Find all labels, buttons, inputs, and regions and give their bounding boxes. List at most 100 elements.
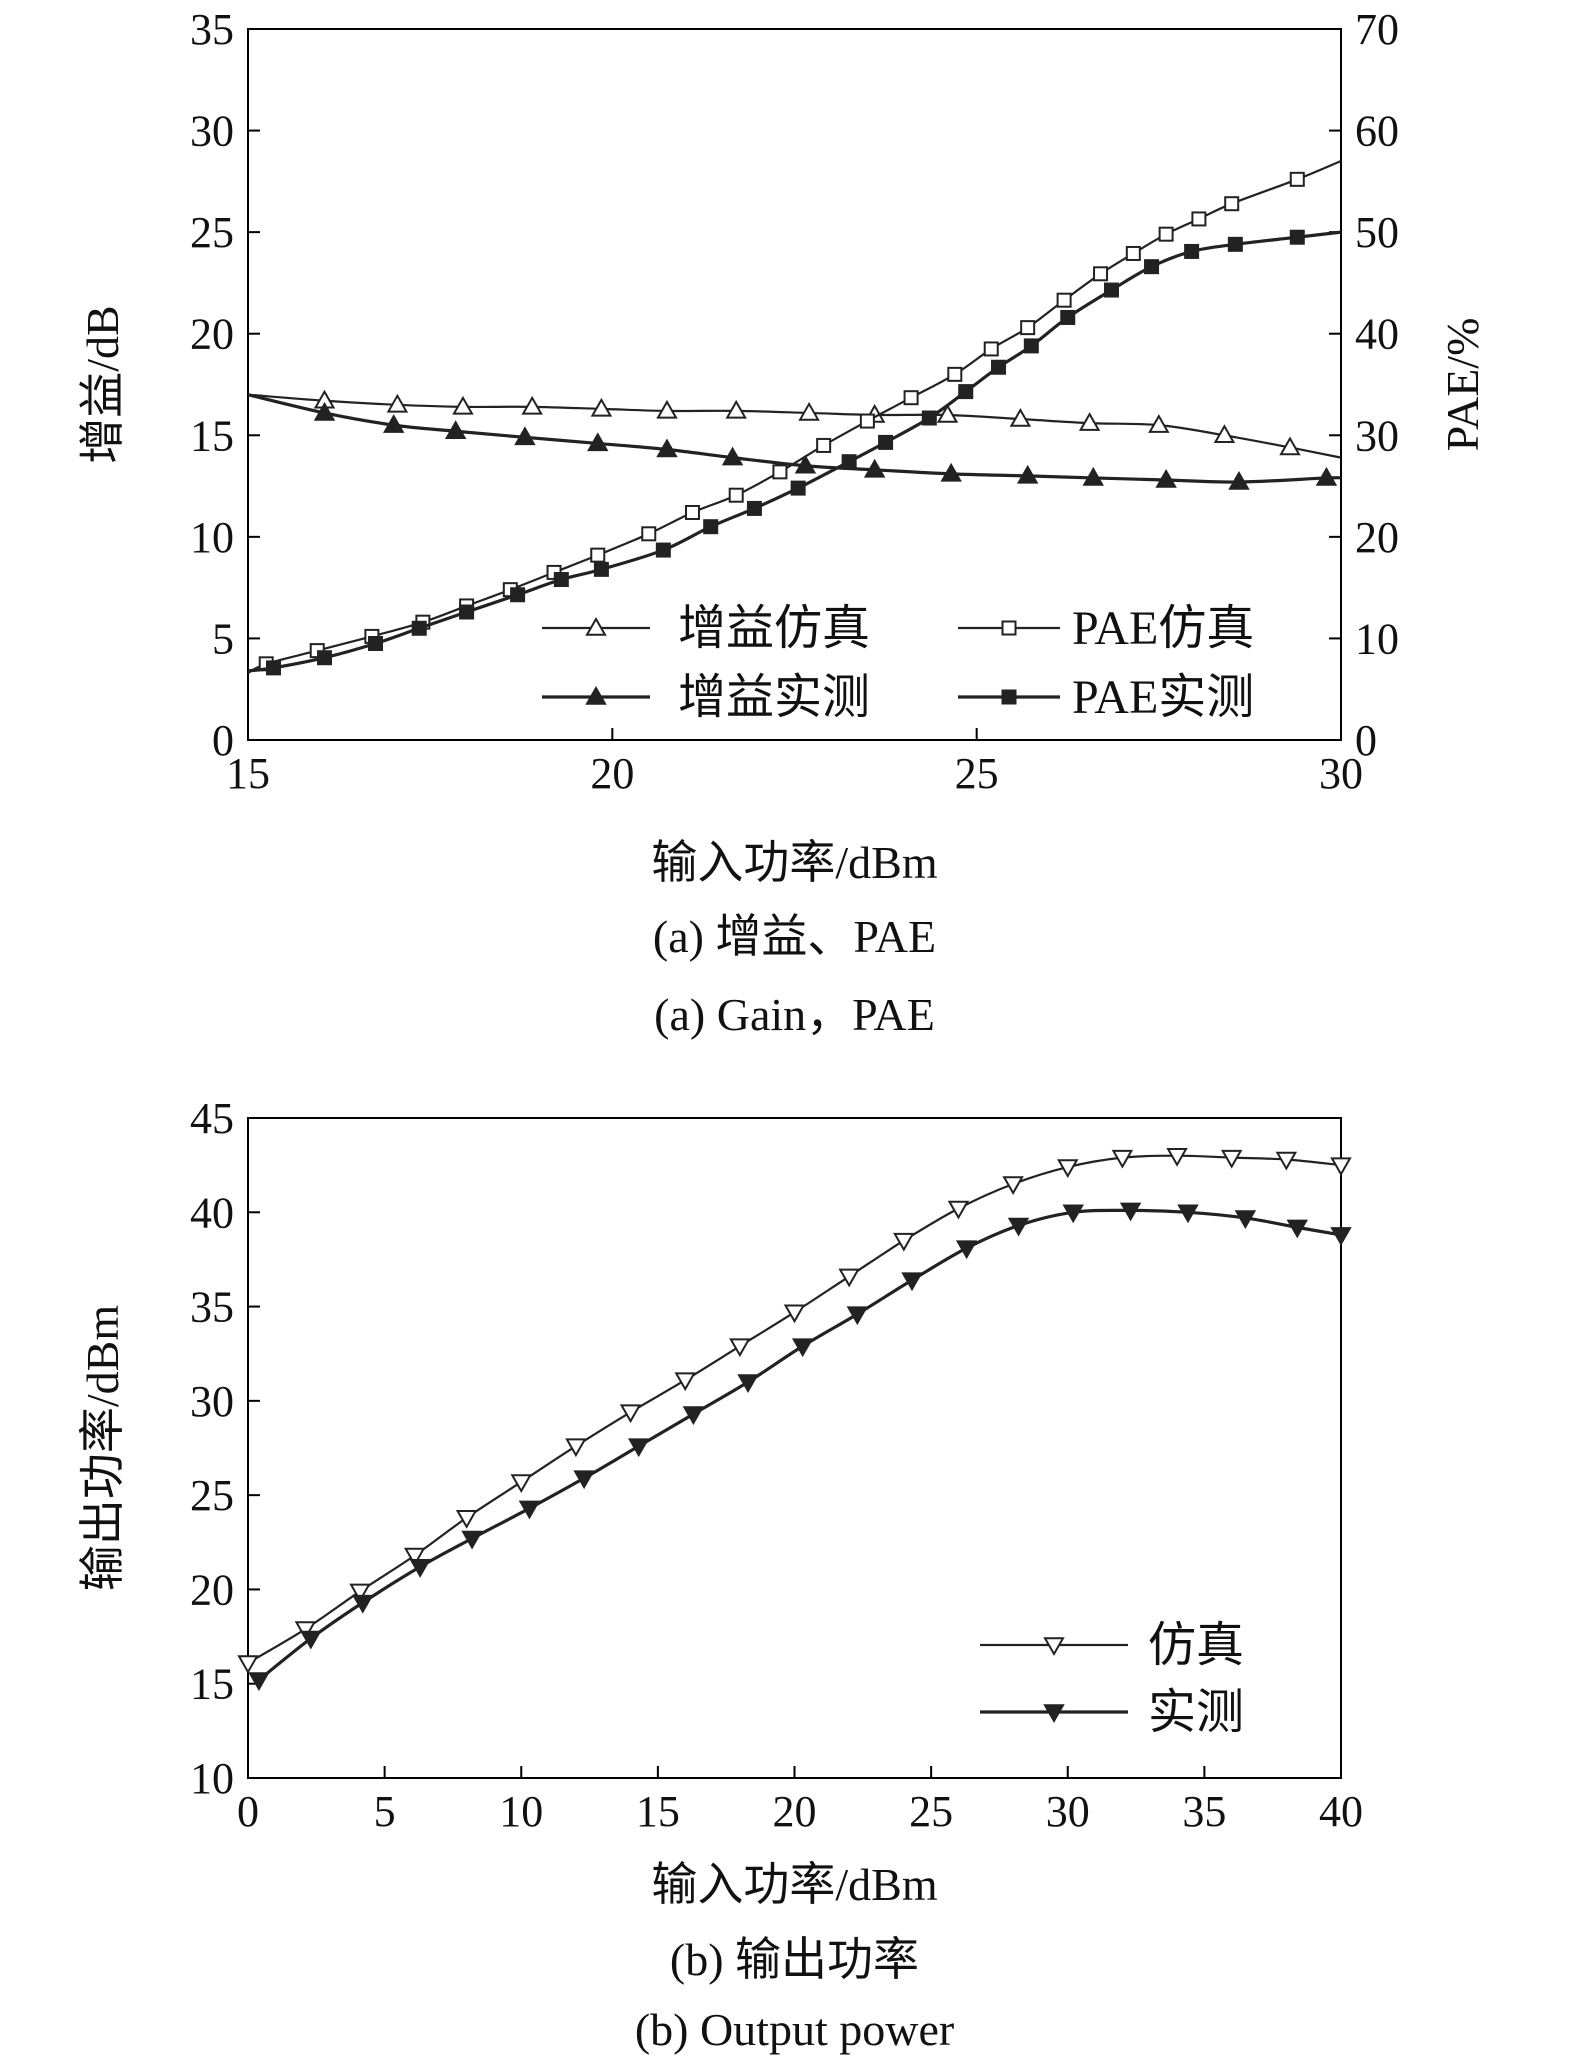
data-point <box>590 397 613 417</box>
x-tick-label: 20 <box>773 1787 817 1836</box>
legend-marker <box>585 616 607 636</box>
x-tick-label: 20 <box>590 749 634 798</box>
x-tick-label: 5 <box>374 1787 396 1836</box>
data-point <box>1062 1204 1084 1224</box>
data-point <box>317 650 333 666</box>
data-point <box>794 454 817 474</box>
data-point <box>656 438 678 458</box>
data-point <box>411 620 427 636</box>
data-point <box>656 399 678 419</box>
data-point <box>947 366 963 382</box>
legend-marker <box>1043 1637 1065 1657</box>
data-point <box>628 1438 650 1458</box>
data-point <box>573 1470 595 1490</box>
data-point <box>459 604 475 620</box>
data-point <box>590 547 606 563</box>
legend-label: 增益仿真 <box>678 602 870 655</box>
data-point <box>248 1672 270 1691</box>
data-point <box>553 572 569 588</box>
data-point <box>1330 1227 1352 1246</box>
y-tick-label: 35 <box>190 1283 234 1332</box>
x-tick-label: 30 <box>1046 1787 1090 1836</box>
data-point <box>1119 1202 1142 1222</box>
x-axis-title: 输入功率/dBm <box>651 1859 937 1910</box>
data-point <box>684 504 700 520</box>
series-line <box>247 160 1342 674</box>
series-line <box>247 1154 1342 1664</box>
data-point <box>901 1272 923 1292</box>
data-point <box>266 660 282 676</box>
data-point <box>383 414 405 433</box>
data-point <box>737 1374 759 1394</box>
y-tick-label: 10 <box>190 1754 234 1803</box>
data-point <box>921 410 937 426</box>
y2-tick-label: 40 <box>1355 310 1399 359</box>
data-point <box>455 1510 478 1529</box>
data-point <box>846 1306 869 1326</box>
y-axis-title: 输出功率/dBm <box>77 1305 128 1591</box>
data-point <box>798 401 820 421</box>
data-point <box>386 393 409 413</box>
y2-tick-label: 60 <box>1355 107 1399 156</box>
data-point <box>728 487 744 503</box>
x-tick-label: 35 <box>1182 1787 1226 1836</box>
y-tick-label: 40 <box>190 1188 234 1237</box>
data-point <box>838 1268 860 1288</box>
x-tick-label: 10 <box>499 1787 543 1836</box>
data-point <box>958 384 974 400</box>
y-tick-label: 35 <box>190 5 234 54</box>
data-point <box>1184 243 1200 259</box>
caption-cn: (a) 增益、PAE <box>653 911 936 962</box>
data-point <box>746 500 762 516</box>
data-point <box>352 1594 374 1614</box>
legend-marker <box>1043 1704 1065 1724</box>
legend-label: 仿真 <box>1148 1619 1244 1672</box>
legend-marker <box>585 685 607 705</box>
data-point <box>294 1621 317 1641</box>
x-tick-label: 25 <box>955 749 999 798</box>
data-point <box>1279 436 1301 456</box>
data-point <box>1144 259 1160 275</box>
data-point <box>1007 1217 1030 1237</box>
data-point <box>514 426 536 446</box>
data-point <box>1234 1210 1257 1229</box>
data-point <box>444 420 467 439</box>
data-point <box>565 1438 587 1458</box>
data-point <box>1078 412 1101 431</box>
y-tick-label: 30 <box>190 1377 234 1426</box>
caption-en: (b) Output power <box>635 2004 954 2055</box>
data-point <box>518 1500 541 1520</box>
data-point <box>841 454 857 470</box>
y2-tick-label: 70 <box>1355 5 1399 54</box>
data-point <box>983 341 999 357</box>
data-point <box>940 462 962 482</box>
data-point <box>1009 408 1032 427</box>
y-tick-label: 0 <box>212 716 234 765</box>
data-point <box>729 1338 751 1358</box>
data-point <box>721 446 744 466</box>
data-point <box>368 636 384 652</box>
data-point <box>655 542 671 558</box>
caption-en: (a) Gain，PAE <box>654 989 935 1040</box>
y-tick-label: 25 <box>190 1471 234 1520</box>
legend-label: PAE仿真 <box>1072 602 1254 655</box>
data-point <box>783 1304 806 1324</box>
x-tick-label: 15 <box>636 1787 680 1836</box>
data-point <box>903 390 919 406</box>
data-point <box>1330 1157 1352 1177</box>
data-point <box>237 1655 259 1674</box>
data-point <box>641 526 657 542</box>
y-tick-label: 15 <box>190 1660 234 1709</box>
data-point <box>859 413 875 429</box>
data-point <box>1082 466 1104 486</box>
x-tick-label: 15 <box>226 749 270 798</box>
data-point <box>682 1406 705 1426</box>
y-tick-label: 5 <box>212 614 234 663</box>
data-point <box>674 1372 696 1392</box>
x-axis-title: 输入功率/dBm <box>651 837 937 888</box>
data-point <box>893 1232 915 1252</box>
chart-gain-pae: 15 20 25 3005101520253035010203040506070输入功… <box>77 5 1488 1040</box>
plot-frame <box>247 28 1342 741</box>
plot-frame <box>247 1117 1342 1779</box>
legend-label: 实测 <box>1148 1686 1244 1739</box>
